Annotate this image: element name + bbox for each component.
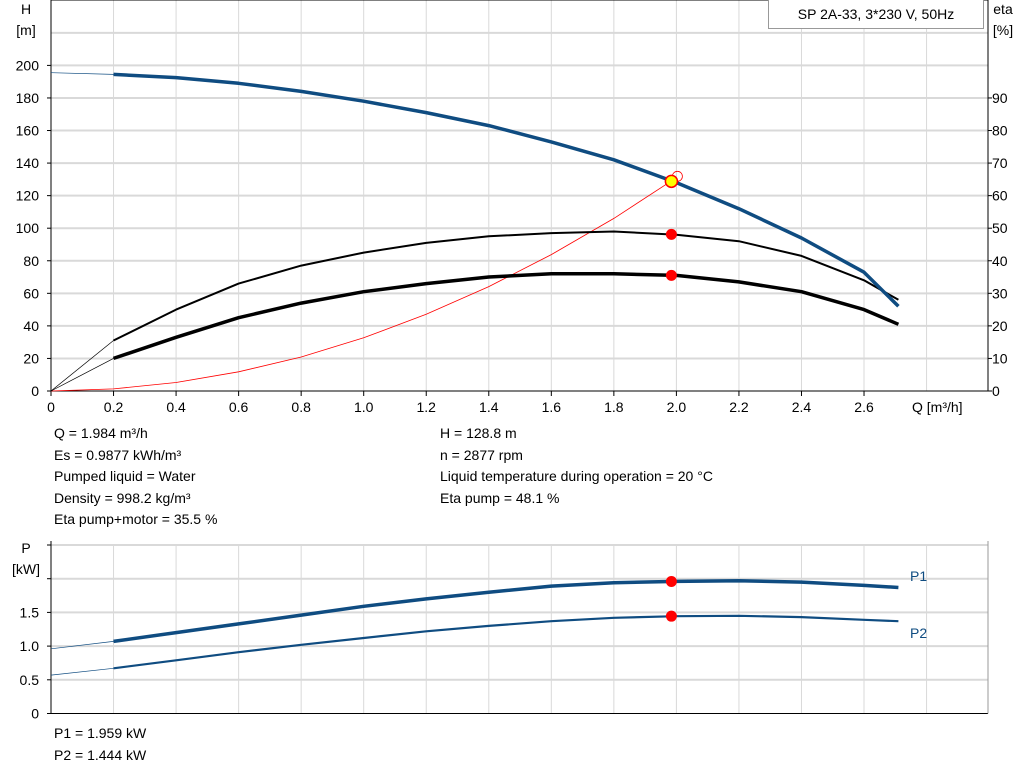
eta-pump-curve-thin: [50, 340, 114, 392]
x-tick-label: 2.0: [667, 399, 687, 415]
y-tick-label: 140: [16, 155, 40, 171]
y-tick-label: 0: [31, 383, 39, 399]
duty-info-left: Q = 1.984 m³/h Es = 0.9877 kWh/m³ Pumped…: [54, 423, 217, 531]
y-axis-label: H: [21, 1, 31, 17]
duty-point-eta-pump-motor: [665, 269, 677, 281]
info-temperature: Liquid temperature during operation = 20…: [440, 468, 713, 484]
info-liquid: Pumped liquid = Water: [54, 468, 196, 484]
y-tick-label: 120: [16, 188, 40, 204]
y-tick-label: 160: [16, 123, 40, 139]
x-tick-label: 1.0: [354, 399, 374, 415]
x-axis-label: Q [m³/h]: [912, 399, 963, 415]
duty-point-eta-pump: [665, 228, 677, 240]
x-tick-label: 0.2: [104, 399, 124, 415]
p1-curve: [113, 578, 899, 644]
p-y-tick-label: 0.5: [20, 672, 40, 688]
y2-tick-label: 70: [992, 155, 1008, 171]
y-tick-label: 100: [16, 220, 40, 236]
x-tick-label: 2.4: [792, 399, 812, 415]
chart-title: SP 2A-33, 3*230 V, 50Hz: [768, 0, 984, 29]
p2-curve-thin: [50, 667, 114, 676]
p-axis-label: P: [21, 540, 30, 556]
p2-series-label: P2: [910, 625, 927, 641]
system-curve: [50, 177, 677, 392]
y2-axis-label: eta: [993, 1, 1013, 17]
y2-axis-unit: [%]: [993, 22, 1013, 38]
p-axis-unit: [kW]: [12, 561, 40, 577]
p1-curve-thin: [50, 641, 114, 650]
info-n: n = 2877 rpm: [440, 446, 523, 463]
info-es: Es = 0.9877 kWh/m³: [54, 446, 182, 463]
p-y-tick-label: 1.0: [20, 638, 40, 654]
info-eta-pump: Eta pump = 48.1 %: [440, 489, 560, 506]
y2-tick-label: 20: [992, 318, 1008, 334]
y2-tick-label: 80: [992, 123, 1008, 139]
x-tick-label: 1.2: [417, 399, 437, 415]
y-axis-unit: [m]: [16, 22, 35, 38]
x-tick-label: 0.8: [291, 399, 311, 415]
y2-tick-label: 0: [992, 383, 1000, 399]
x-tick-label: 0.6: [229, 399, 249, 415]
x-tick-label: 0: [47, 399, 55, 415]
info-q: Q = 1.984 m³/h: [54, 425, 148, 441]
power-info: P1 = 1.959 kW P2 = 1.444 kW: [54, 723, 146, 766]
info-p2: P2 = 1.444 kW: [54, 746, 147, 763]
x-tick-label: 0.4: [166, 399, 186, 415]
y-tick-label: 200: [16, 57, 40, 73]
eta-pump-curve: [113, 230, 899, 342]
x-tick-label: 1.4: [479, 399, 499, 415]
y2-tick-label: 10: [992, 350, 1008, 366]
y-tick-label: 180: [16, 90, 40, 106]
x-tick-label: 2.2: [729, 399, 749, 415]
duty-info-right: H = 128.8 m n = 2877 rpm Liquid temperat…: [440, 423, 713, 509]
duty-point-p2: [665, 610, 677, 622]
info-p1: P1 = 1.959 kW: [54, 725, 147, 741]
y2-tick-label: 30: [992, 285, 1008, 301]
p2-curve: [113, 614, 899, 670]
info-h: H = 128.8 m: [440, 425, 517, 441]
y-tick-label: 20: [23, 350, 39, 366]
x-tick-label: 1.6: [542, 399, 562, 415]
info-density: Density = 998.2 kg/m³: [54, 489, 191, 506]
eta-pump-motor-curve: [112, 272, 900, 361]
duty-point-head: [664, 174, 679, 189]
p1-series-label: P1: [910, 568, 927, 584]
x-tick-label: 1.8: [604, 399, 624, 415]
info-eta-pump-motor: Eta pump+motor = 35.5 %: [54, 511, 218, 527]
duty-point-p1: [665, 575, 677, 587]
p-y-tick-label: 1.5: [20, 604, 40, 620]
eta-pump-motor-curve-thin: [50, 358, 114, 392]
y-tick-label: 40: [23, 318, 39, 334]
y-tick-label: 60: [23, 285, 39, 301]
y-tick-label: 80: [23, 253, 39, 269]
x-tick-label: 2.6: [854, 399, 874, 415]
y2-tick-label: 60: [992, 188, 1008, 204]
p-y-tick-label: 0: [31, 706, 39, 722]
y2-tick-label: 90: [992, 90, 1008, 106]
y2-tick-label: 50: [992, 220, 1008, 236]
head-curve-thin: [50, 72, 114, 75]
y2-tick-label: 40: [992, 253, 1008, 269]
head-curve: [113, 72, 900, 308]
